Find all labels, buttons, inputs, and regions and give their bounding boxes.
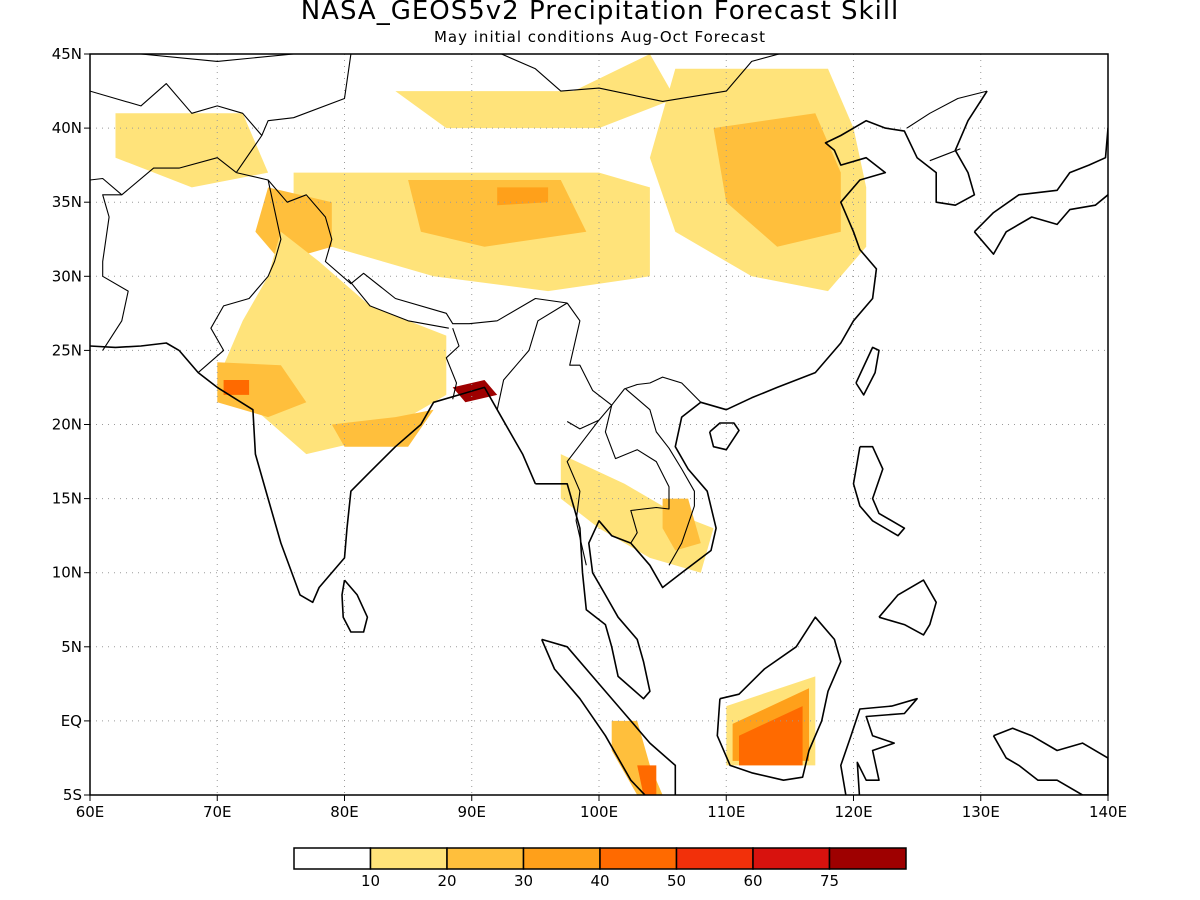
colorbar-swatch bbox=[599, 847, 678, 870]
colorbar-swatch bbox=[369, 847, 448, 870]
skill-region bbox=[662, 498, 701, 551]
skill-region bbox=[255, 187, 332, 262]
country-border bbox=[347, 278, 449, 329]
coastline bbox=[852, 445, 906, 537]
colorbar-label: 30 bbox=[514, 872, 533, 890]
colorbar-swatch bbox=[446, 847, 525, 870]
coastline bbox=[855, 346, 880, 396]
y-tick-label: 15N bbox=[52, 490, 82, 508]
coastline bbox=[708, 422, 740, 451]
y-tick-label: 35N bbox=[52, 193, 82, 211]
x-tick-label: 80E bbox=[330, 803, 359, 821]
colorbar-label: 60 bbox=[743, 872, 762, 890]
coastline bbox=[540, 638, 677, 795]
country-border bbox=[90, 177, 123, 196]
country-border bbox=[906, 90, 988, 129]
country-border bbox=[445, 328, 460, 400]
y-tick-label: 40N bbox=[52, 119, 82, 137]
country-border bbox=[566, 302, 702, 406]
coastline bbox=[973, 127, 1108, 255]
skill-region bbox=[331, 409, 434, 447]
country-border bbox=[197, 179, 282, 374]
x-tick-label: 90E bbox=[457, 803, 486, 821]
y-tick-label: 45N bbox=[52, 45, 82, 63]
colorbar-swatch bbox=[675, 847, 754, 870]
colorbar-swatch bbox=[828, 847, 907, 870]
x-tick-label: 140E bbox=[1089, 803, 1127, 821]
y-tick-label: 30N bbox=[52, 267, 82, 285]
colorbar-swatch bbox=[752, 847, 831, 870]
colorbar-swatch bbox=[293, 847, 372, 870]
x-tick-label: 60E bbox=[76, 803, 105, 821]
colorbar-label: 40 bbox=[590, 872, 609, 890]
coastline bbox=[90, 342, 180, 352]
skill-region bbox=[395, 54, 676, 129]
skill-region bbox=[713, 113, 841, 247]
x-tick-label: 120E bbox=[834, 803, 872, 821]
map-title: NASA_GEOS5v2 Precipitation Forecast Skil… bbox=[300, 0, 900, 26]
x-tick-label: 100E bbox=[580, 803, 618, 821]
skill-fill-layer bbox=[115, 54, 867, 795]
x-axis-ticks: 60E 70E 80E 90E 100E 110E 120E 130E 140E bbox=[76, 795, 1127, 821]
y-tick-label: 25N bbox=[52, 341, 82, 359]
country-border bbox=[625, 388, 695, 566]
colorbar-swatch bbox=[522, 847, 601, 870]
coastline bbox=[341, 579, 369, 633]
country-border bbox=[929, 148, 961, 162]
skill-region bbox=[497, 187, 549, 206]
y-tick-label: 5S bbox=[63, 786, 82, 804]
coastline-layer bbox=[90, 54, 1108, 795]
y-axis-ticks: 5S EQ 5N 10N 15N 20N 25N 30N 35N 40N 45N bbox=[52, 45, 90, 804]
colorbar-label: 75 bbox=[820, 872, 839, 890]
country-border bbox=[90, 83, 263, 136]
skill-region bbox=[637, 765, 657, 795]
coastline bbox=[716, 616, 842, 781]
map-subtitle: May initial conditions Aug-Oct Forecast bbox=[433, 28, 767, 46]
country-border bbox=[236, 172, 568, 325]
coastline bbox=[992, 727, 1108, 795]
skill-region bbox=[452, 380, 498, 403]
x-tick-label: 130E bbox=[962, 803, 1000, 821]
country-border bbox=[102, 157, 237, 351]
y-tick-label: 10N bbox=[52, 564, 82, 582]
x-tick-label: 110E bbox=[707, 803, 745, 821]
country-border bbox=[500, 54, 781, 102]
x-tick-label: 70E bbox=[203, 803, 232, 821]
coastline bbox=[878, 579, 937, 636]
skill-region bbox=[217, 362, 307, 418]
colorbar-label: 50 bbox=[667, 872, 686, 890]
y-tick-label: EQ bbox=[61, 712, 82, 730]
country-border bbox=[140, 54, 351, 62]
skill-region bbox=[223, 380, 250, 395]
country-border bbox=[496, 302, 568, 410]
country-border bbox=[598, 404, 670, 544]
coastline bbox=[535, 90, 988, 700]
y-tick-label: 20N bbox=[52, 416, 82, 434]
skill-region bbox=[115, 113, 269, 188]
colorbar: 10 20 30 40 50 60 75 bbox=[293, 847, 907, 890]
country-border bbox=[566, 419, 600, 566]
coastline bbox=[178, 349, 537, 604]
coastline bbox=[840, 697, 918, 795]
y-tick-label: 5N bbox=[61, 638, 82, 656]
colorbar-label: 20 bbox=[437, 872, 456, 890]
colorbar-label: 10 bbox=[361, 872, 380, 890]
